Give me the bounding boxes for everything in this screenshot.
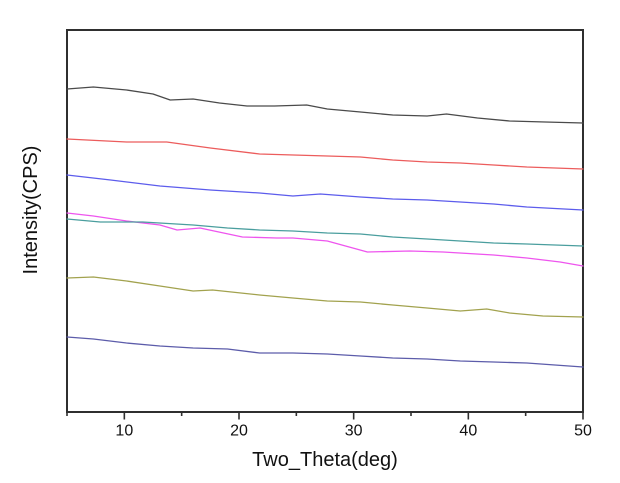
x-tick-label: 20 xyxy=(230,423,248,440)
x-tick-label: 40 xyxy=(459,423,477,440)
curve-7-navy xyxy=(66,336,584,368)
curve-5-dark-cyan xyxy=(66,218,584,247)
curve-1-black xyxy=(66,86,584,124)
plot-frame xyxy=(66,29,584,413)
x-tick-label: 50 xyxy=(574,423,592,440)
y-axis-label: Intensity(CPS) xyxy=(20,146,42,275)
x-tick-label: 10 xyxy=(115,423,133,440)
curve-6-dark-yellow xyxy=(66,276,584,318)
x-axis-tick-labels: 10 20 30 40 50 xyxy=(115,423,592,440)
curve-2-red xyxy=(66,138,584,170)
data-series-lines xyxy=(66,86,584,368)
x-tick-label: 30 xyxy=(345,423,363,440)
x-axis-ticks xyxy=(66,412,584,420)
curve-3-blue xyxy=(66,174,584,211)
curve-4-magenta xyxy=(66,212,584,267)
x-axis-label: Two_Theta(deg) xyxy=(252,449,398,471)
